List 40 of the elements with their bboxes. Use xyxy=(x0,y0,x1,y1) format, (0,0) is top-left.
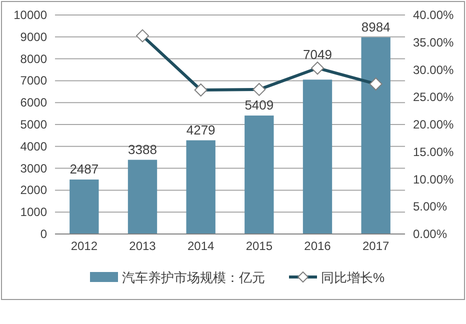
data-label: 3388 xyxy=(128,142,157,157)
y-tick-label: 6000 xyxy=(20,96,48,110)
x-tick-label: 2015 xyxy=(246,239,273,253)
data-label: 2487 xyxy=(70,162,99,177)
y2-tick-label: 10.00% xyxy=(413,172,454,186)
y-tick-label: 9000 xyxy=(20,30,48,44)
y2-tick-label: 0.00% xyxy=(413,227,448,241)
data-label: 8984 xyxy=(361,19,390,34)
y2-tick-label: 20.00% xyxy=(413,118,454,132)
y-tick-label: 4000 xyxy=(20,139,48,154)
y-tick-label: 2000 xyxy=(20,183,48,198)
y2-tick-label: 35.00% xyxy=(413,35,454,50)
legend-label: 汽车养护市场规模：亿元 xyxy=(122,270,265,285)
y-tick-label: 5000 xyxy=(20,118,48,132)
y2-tick-label: 30.00% xyxy=(413,62,454,77)
y2-tick-label: 5.00% xyxy=(413,200,448,214)
x-tick-label: 2017 xyxy=(362,239,390,253)
data-label: 5409 xyxy=(244,98,274,113)
y-tick-label: 0 xyxy=(40,227,48,241)
bar xyxy=(70,180,99,234)
legend-label: 同比增长% xyxy=(321,270,385,285)
data-label: 7049 xyxy=(303,47,332,62)
y-tick-label: 1000 xyxy=(20,205,48,220)
x-tick-label: 2014 xyxy=(187,239,215,253)
bar xyxy=(186,140,216,234)
y-tick-label: 10000 xyxy=(14,8,48,22)
y-tick-label: 3000 xyxy=(20,161,48,176)
data-label: 4279 xyxy=(186,122,216,138)
y2-tick-label: 25.00% xyxy=(413,90,454,104)
x-tick-label: 2016 xyxy=(304,239,332,253)
bar xyxy=(361,37,390,234)
x-tick-label: 2012 xyxy=(70,239,98,253)
y2-tick-label: 15.00% xyxy=(413,144,454,159)
x-tick-label: 2013 xyxy=(129,239,156,253)
y-tick-label: 7000 xyxy=(20,74,48,88)
bar xyxy=(128,160,158,234)
y-tick-label: 8000 xyxy=(20,52,48,66)
y2-tick-label: 40.00% xyxy=(413,8,454,22)
bar xyxy=(244,116,274,234)
bar xyxy=(302,80,332,234)
